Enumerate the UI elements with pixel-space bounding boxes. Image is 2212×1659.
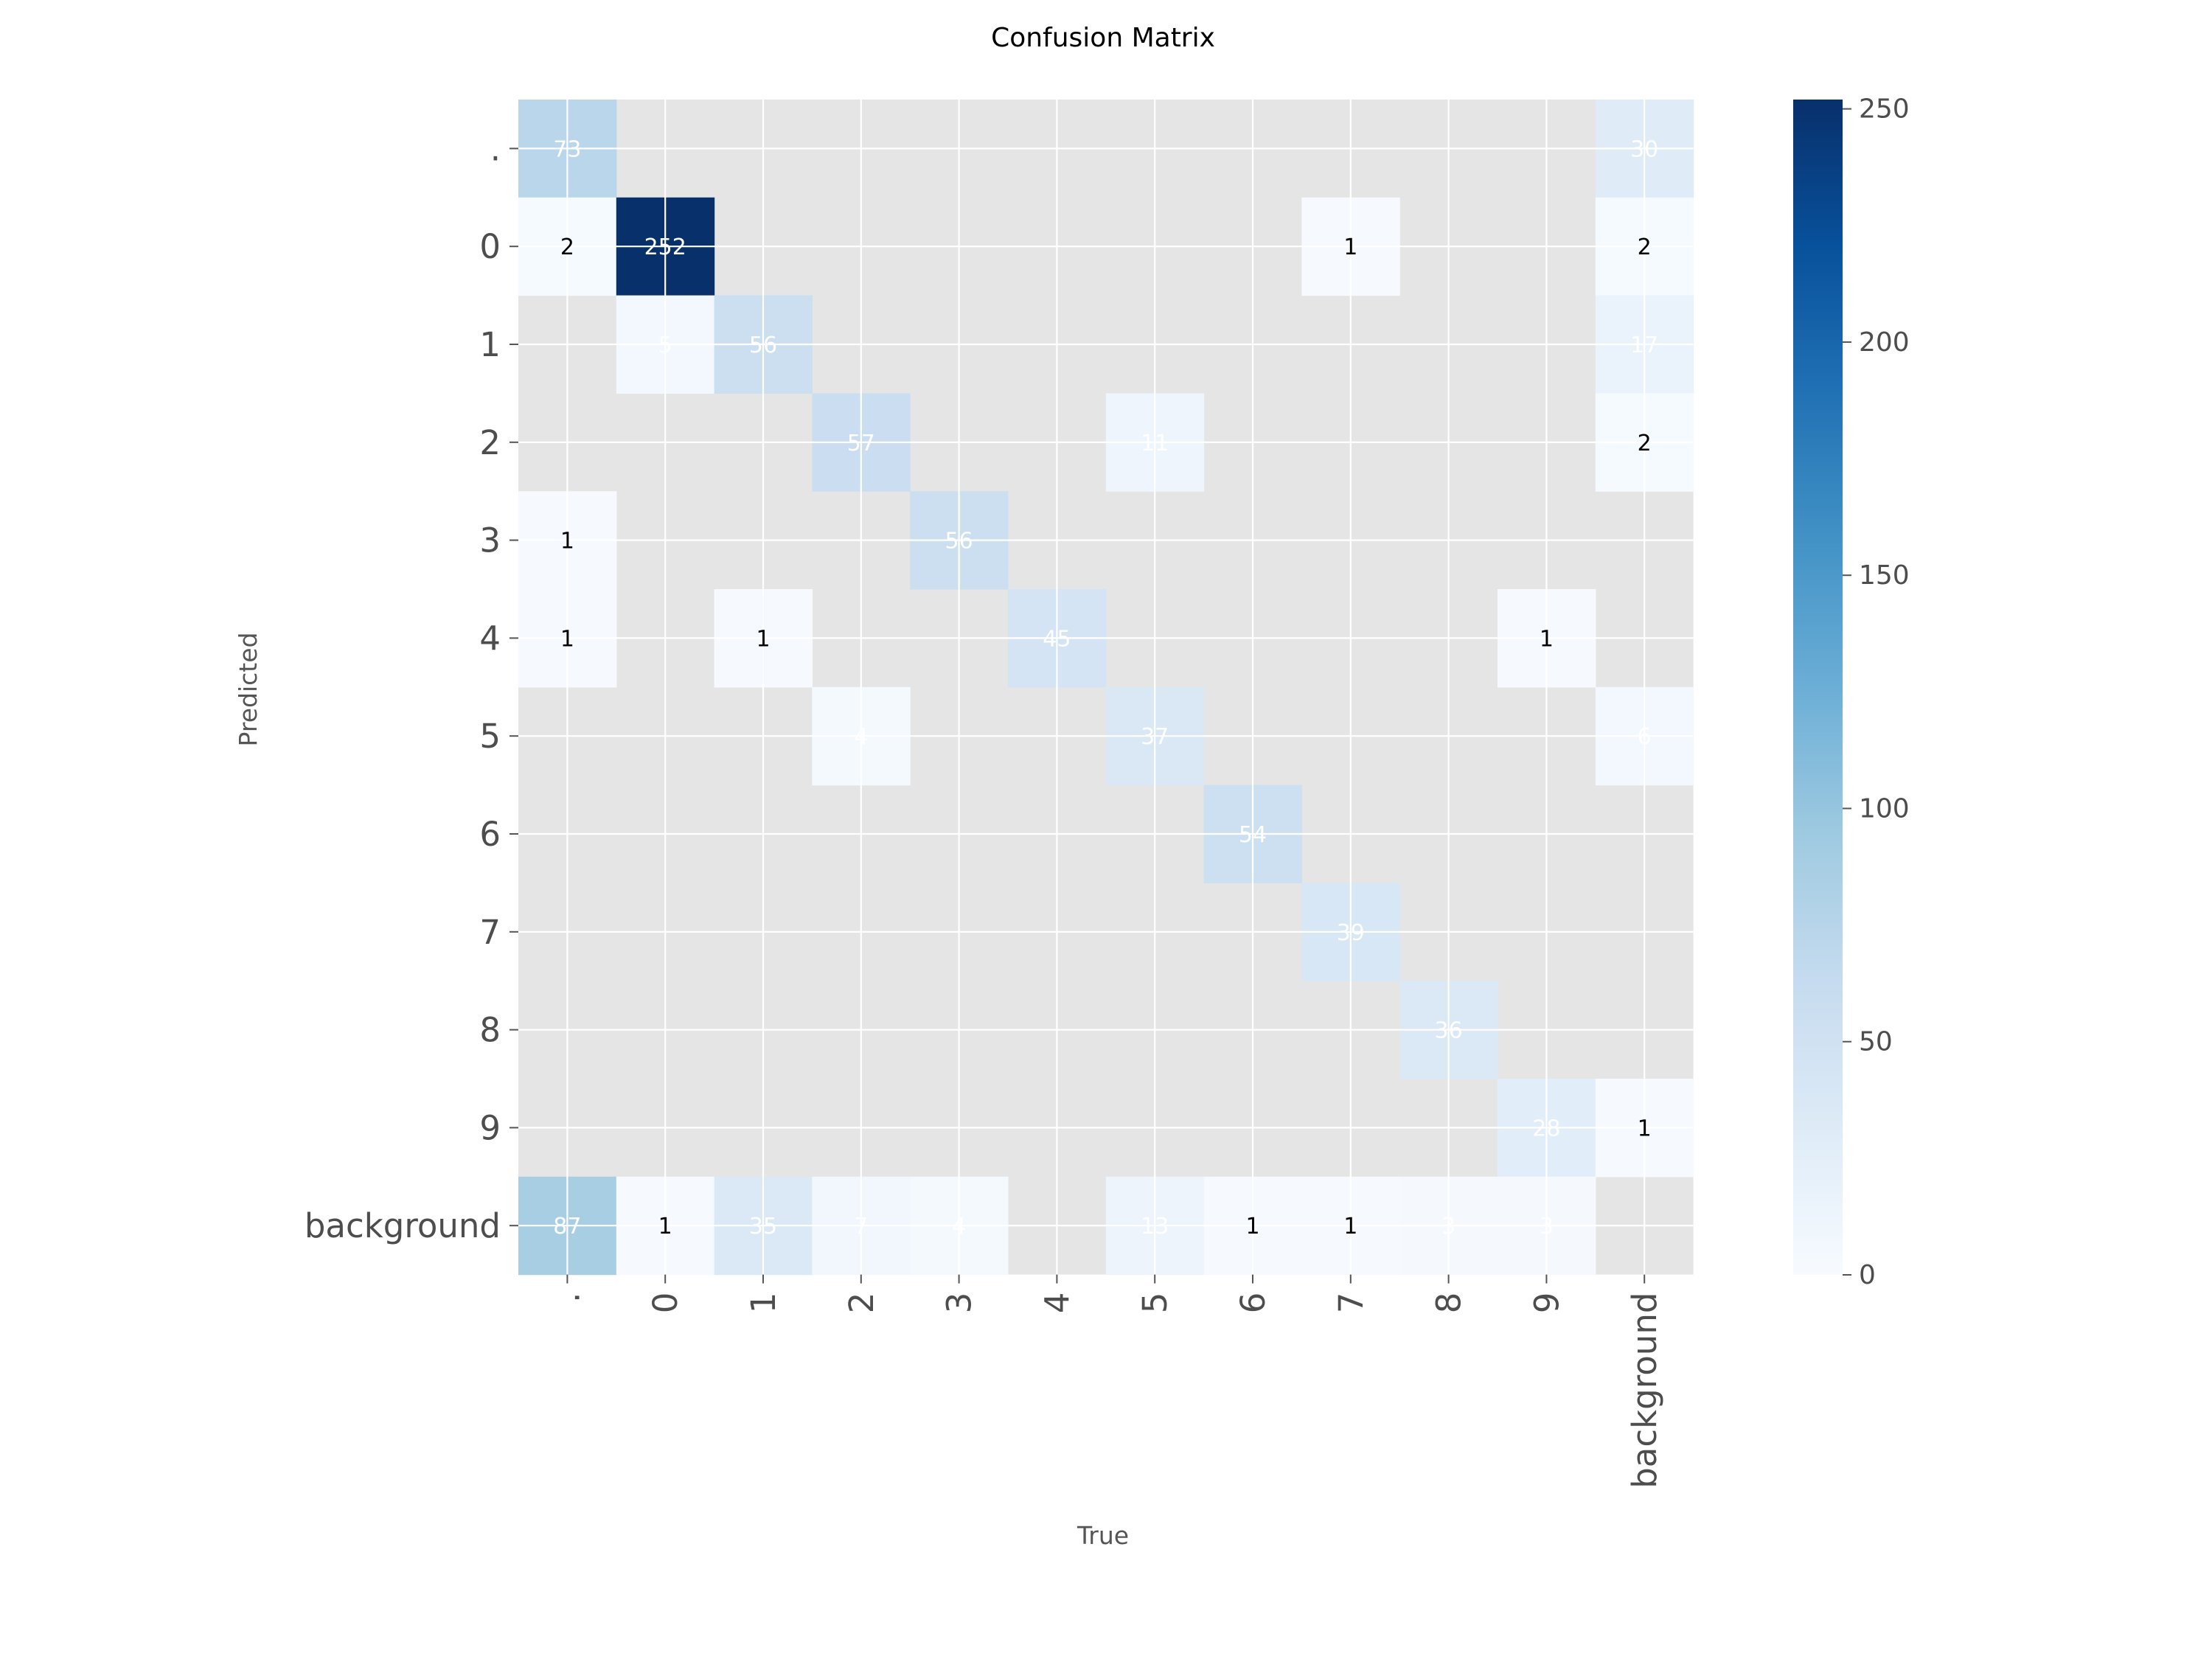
x-axis: . 0 1 2 3 4 5 6 7 8 9 background xyxy=(548,1274,1664,1489)
heatmap-plot-area xyxy=(518,100,1694,1276)
cell-value-label: 1 xyxy=(560,626,574,652)
cell-value-label: 13 xyxy=(1141,1214,1169,1239)
cell-value-label: 35 xyxy=(749,1214,777,1239)
y-tick-label-dot: . xyxy=(490,129,501,168)
cell-value-label: 11 xyxy=(1141,431,1169,456)
x-tick-label-background: background xyxy=(1625,1293,1664,1489)
cell-value-label: 1 xyxy=(1343,234,1357,260)
cell-value-label: 1 xyxy=(1540,626,1554,652)
cell-value-label: 39 xyxy=(1337,920,1365,946)
cell-value-label: 7 xyxy=(854,1214,868,1239)
cell-value-label: 3 xyxy=(1540,1214,1554,1239)
y-tick-label-5: 5 xyxy=(479,717,501,756)
cell-value-label: 6 xyxy=(1638,724,1652,750)
cell-value-label: 1 xyxy=(1638,1116,1652,1141)
x-tick-label-dot: . xyxy=(548,1293,587,1303)
cell-value-label: 1 xyxy=(756,626,770,652)
cell-value-label: 5 xyxy=(658,333,672,358)
cell-value-label: 1 xyxy=(658,1214,672,1239)
x-tick-label-0: 0 xyxy=(646,1293,685,1314)
colorbar-tick-label: 0 xyxy=(1859,1260,1876,1290)
x-tick-label-7: 7 xyxy=(1332,1293,1371,1314)
heatmap-gridlines xyxy=(518,100,1694,1275)
cell-value-label: 54 xyxy=(1239,822,1267,848)
x-tick-label-9: 9 xyxy=(1527,1293,1566,1314)
cell-value-label: 17 xyxy=(1630,333,1658,358)
x-axis-label: True xyxy=(1077,1521,1129,1550)
cell-value-label: 2 xyxy=(560,234,574,260)
x-tick-label-6: 6 xyxy=(1234,1293,1273,1314)
cell-value-label: 37 xyxy=(1141,724,1169,750)
y-axis: . 0 1 2 3 4 5 6 7 8 9 background xyxy=(305,129,518,1245)
cell-value-label: 1 xyxy=(560,529,574,554)
y-tick-label-3: 3 xyxy=(479,521,501,560)
cell-value-label: 56 xyxy=(749,333,777,358)
colorbar-tick-label: 200 xyxy=(1859,327,1910,358)
cell-value-label: 2 xyxy=(1638,431,1652,456)
x-tick-label-4: 4 xyxy=(1037,1293,1077,1314)
colorbar-tick-label: 150 xyxy=(1859,560,1910,591)
cell-value-label: 30 xyxy=(1630,136,1658,162)
y-tick-label-background: background xyxy=(305,1206,501,1245)
y-tick-label-6: 6 xyxy=(479,815,501,854)
colorbar-tick-label: 100 xyxy=(1859,793,1910,824)
cell-value-label: 2 xyxy=(1638,234,1652,260)
x-tick-label-2: 2 xyxy=(842,1293,881,1314)
x-tick-label-3: 3 xyxy=(940,1293,979,1314)
colorbar-tick-label: 50 xyxy=(1859,1027,1893,1057)
colorbar-tick-label: 250 xyxy=(1859,94,1910,125)
colorbar-gradient xyxy=(1793,100,1843,1275)
x-tick-label-1: 1 xyxy=(744,1293,783,1314)
y-tick-label-8: 8 xyxy=(479,1011,501,1050)
cell-value-label: 4 xyxy=(952,1214,966,1239)
y-tick-label-2: 2 xyxy=(479,423,501,462)
cell-value-label: 87 xyxy=(553,1214,581,1239)
y-tick-label-9: 9 xyxy=(479,1108,501,1147)
y-tick-label-0: 0 xyxy=(479,227,501,266)
y-axis-label: Predicted xyxy=(234,633,262,747)
cell-value-label: 73 xyxy=(553,136,581,162)
cell-value-label: 3 xyxy=(1441,1214,1455,1239)
cell-value-label: 28 xyxy=(1532,1116,1560,1141)
x-tick-label-5: 5 xyxy=(1135,1293,1175,1314)
x-tick-label-8: 8 xyxy=(1430,1293,1469,1314)
cell-value-label: 1 xyxy=(1343,1214,1357,1239)
cell-value-label: 36 xyxy=(1435,1018,1463,1044)
y-tick-label-4: 4 xyxy=(479,619,501,658)
y-tick-label-1: 1 xyxy=(479,325,501,364)
cell-value-label: 56 xyxy=(945,529,973,554)
colorbar: 0 50 100 150 200 250 xyxy=(1793,94,1910,1290)
y-tick-label-7: 7 xyxy=(479,913,501,952)
chart-title: Confusion Matrix xyxy=(991,23,1215,53)
cell-value-label: 252 xyxy=(644,234,686,260)
cell-value-label: 45 xyxy=(1043,626,1071,652)
cell-value-label: 57 xyxy=(847,431,875,456)
cell-value-label: 4 xyxy=(854,724,868,750)
cell-value-label: 1 xyxy=(1245,1214,1259,1239)
